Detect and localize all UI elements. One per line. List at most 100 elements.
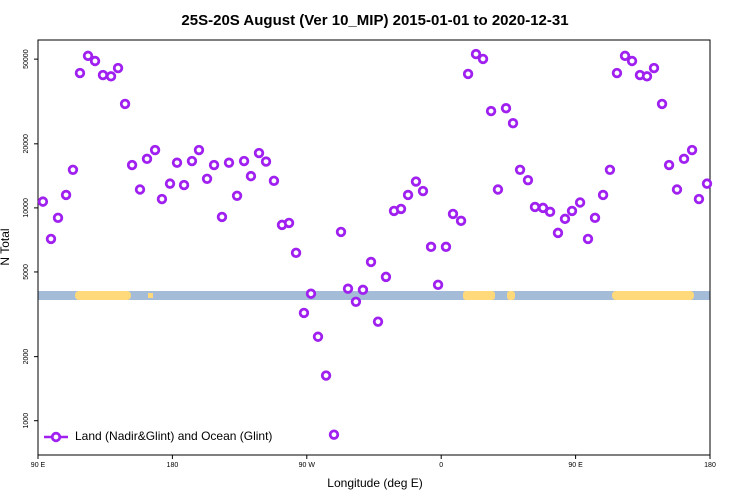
- point: [245, 170, 257, 182]
- legend-marker: [50, 431, 62, 443]
- point: [357, 284, 369, 296]
- point: [52, 212, 64, 224]
- point: [223, 157, 235, 168]
- point: [37, 196, 49, 207]
- point: [156, 193, 168, 205]
- point: [372, 316, 384, 327]
- point: [350, 296, 362, 308]
- point: [201, 173, 213, 184]
- point: [320, 370, 332, 381]
- point: [417, 185, 429, 197]
- point: [238, 155, 250, 167]
- point: [260, 156, 272, 167]
- x-tick-label: 180: [704, 462, 716, 469]
- point: [611, 67, 623, 79]
- point: [544, 206, 556, 218]
- point: [253, 147, 265, 159]
- point: [648, 62, 660, 74]
- point: [507, 117, 519, 129]
- point: [328, 429, 340, 440]
- point: [582, 233, 594, 245]
- point: [485, 105, 497, 117]
- x-tick-label: 90 W: [299, 462, 316, 469]
- point: [455, 215, 467, 227]
- point: [126, 159, 138, 171]
- point: [566, 205, 578, 217]
- point: [298, 307, 310, 319]
- point: [470, 48, 482, 60]
- point: [208, 159, 220, 171]
- point: [112, 62, 124, 74]
- point: [171, 157, 183, 168]
- point: [410, 176, 422, 187]
- point: [164, 178, 176, 189]
- point: [597, 189, 609, 201]
- point: [574, 197, 586, 208]
- legend-label: Land (Nadir&Glint) and Ocean (Glint): [75, 429, 272, 443]
- x-tick-label: 90 E: [568, 462, 583, 469]
- y-tick-label: 10000: [23, 198, 30, 218]
- x-tick-label: 0: [439, 462, 443, 469]
- x-tick-label: 180: [167, 462, 179, 469]
- legend: Land (Nadir&Glint) and Ocean (Glint): [44, 429, 272, 443]
- y-tick-label: 2000: [23, 349, 30, 365]
- point: [67, 164, 79, 175]
- point: [701, 178, 713, 189]
- point: [425, 241, 437, 253]
- point: [492, 184, 504, 195]
- x-axis-label: Longitude (deg E): [327, 476, 422, 490]
- point: [216, 211, 228, 223]
- point: [432, 279, 444, 291]
- point: [395, 203, 407, 215]
- point: [97, 69, 109, 81]
- point: [60, 189, 72, 201]
- point: [82, 50, 94, 62]
- point: [89, 55, 101, 67]
- point: [119, 98, 131, 110]
- point: [500, 103, 512, 114]
- point: [141, 153, 153, 165]
- point: [693, 193, 705, 205]
- point: [589, 212, 601, 224]
- point: [45, 233, 57, 245]
- point: [552, 227, 564, 239]
- point: [268, 175, 280, 187]
- y-axis-label: N Total: [0, 228, 12, 265]
- y-tick-label: 1000: [23, 413, 30, 429]
- point: [312, 331, 324, 342]
- point: [641, 71, 653, 82]
- point: [193, 144, 205, 156]
- point: [186, 155, 198, 167]
- point: [283, 217, 295, 229]
- y-tick-label: 50000: [23, 49, 30, 69]
- point: [462, 68, 474, 80]
- point: [380, 271, 392, 283]
- point: [626, 55, 638, 67]
- point: [402, 189, 414, 201]
- point: [440, 241, 452, 253]
- point: [559, 213, 571, 225]
- chart-title: 25S-20S August (Ver 10_MIP) 2015-01-01 t…: [181, 12, 568, 29]
- point: [619, 50, 631, 62]
- plot-frame: [37, 39, 711, 456]
- point: [290, 247, 302, 259]
- point: [74, 67, 86, 79]
- point: [134, 184, 146, 195]
- y-tick-label: 20000: [23, 134, 30, 154]
- point: [529, 201, 541, 213]
- point: [604, 164, 616, 175]
- point: [671, 184, 683, 195]
- point: [663, 159, 675, 171]
- point: [342, 283, 354, 294]
- point: [149, 144, 161, 156]
- point: [447, 208, 459, 220]
- x-tick-label: 90 E: [31, 462, 46, 469]
- point: [522, 174, 534, 186]
- point: [365, 256, 377, 268]
- point: [178, 179, 190, 191]
- map-strip: [38, 291, 710, 300]
- point: [514, 164, 526, 175]
- y-tick-label: 5000: [23, 264, 30, 280]
